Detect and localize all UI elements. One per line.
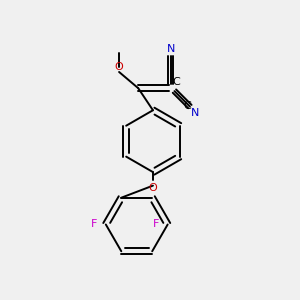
Text: F: F (91, 220, 98, 230)
Text: N: N (191, 108, 200, 118)
Text: N: N (167, 44, 175, 54)
Text: O: O (148, 183, 157, 193)
Text: O: O (115, 62, 124, 72)
Text: C: C (173, 77, 180, 87)
Text: F: F (153, 220, 159, 230)
Text: C: C (183, 100, 191, 110)
